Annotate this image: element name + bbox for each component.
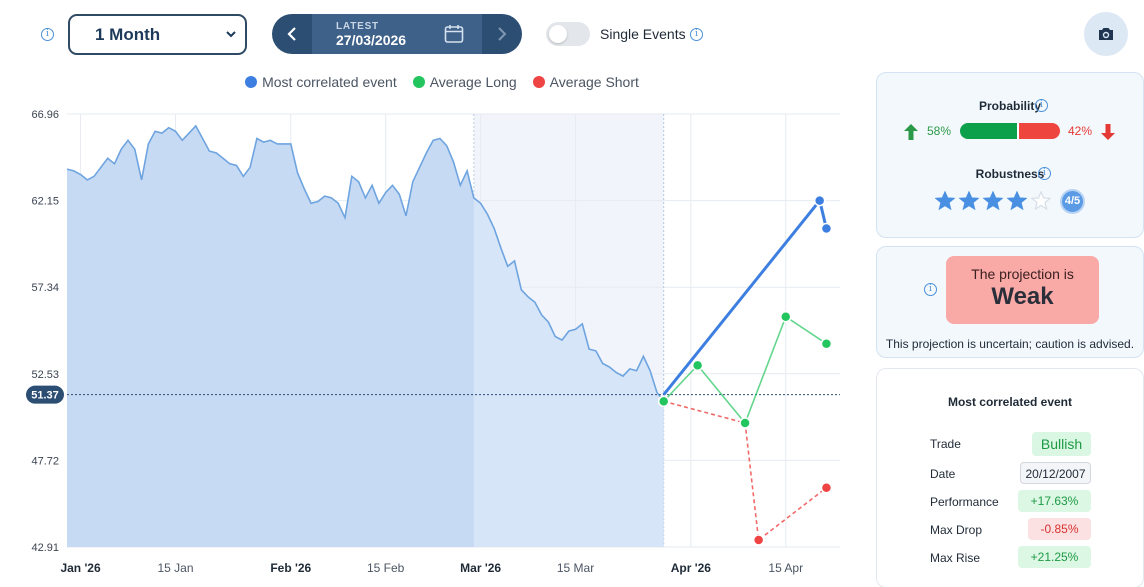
- date-navigator: LATEST 27/03/2026: [272, 14, 522, 54]
- probability-bar-up: [960, 123, 1017, 139]
- probability-down-pct: 42%: [1068, 124, 1093, 138]
- toggle-knob: [549, 25, 567, 43]
- x-tick-label: 15 Jan: [157, 561, 193, 575]
- camera-icon: [1099, 28, 1113, 40]
- current-value-label: 51.37: [31, 390, 59, 402]
- x-tick-label: 15 Mar: [557, 561, 594, 575]
- series-point: [657, 395, 670, 408]
- calendar-icon[interactable]: [444, 24, 464, 44]
- legend-label: Average Long: [429, 74, 517, 90]
- series-point: [691, 359, 704, 372]
- event-row-label: Max Drop: [930, 523, 983, 537]
- probability-title: Probability: [978, 99, 1041, 113]
- period-select-value: 1 Month: [95, 24, 161, 44]
- projection-strength: Weak: [991, 283, 1054, 310]
- y-tick-label: 57.34: [31, 282, 59, 294]
- history-area-highlight: [473, 197, 664, 547]
- series-line: [663, 315, 827, 425]
- series-point: [739, 417, 751, 429]
- history-line: [66, 124, 665, 402]
- series-point: [820, 222, 833, 235]
- star-filled-icon: [959, 191, 979, 211]
- projection-panel: i The projection is Weak This projection…: [876, 246, 1144, 358]
- y-tick-label: 42.91: [31, 542, 59, 554]
- arrow-down-icon: [1101, 124, 1115, 140]
- event-row-label: Max Rise: [930, 551, 981, 565]
- period-select[interactable]: 1 Month: [68, 14, 247, 55]
- legend-dot: [412, 76, 425, 88]
- current-value-badge: [26, 385, 64, 404]
- event-title: Most correlated event: [947, 395, 1073, 409]
- period-info-icon[interactable]: i: [41, 28, 54, 41]
- robustness-badge: 4/5: [1060, 189, 1085, 214]
- probability-info-icon[interactable]: i: [1035, 99, 1048, 112]
- y-tick-label: 62.15: [31, 196, 59, 208]
- event-max-drop-badge: -0.85%: [1028, 518, 1091, 540]
- y-tick-label: 52.53: [31, 369, 59, 381]
- date-value: 27/03/2026: [336, 31, 407, 48]
- projection-caption: The projection is: [971, 266, 1074, 282]
- star-filled-icon: [935, 191, 955, 211]
- series-point: [752, 534, 765, 546]
- previous-date-button[interactable]: [272, 14, 312, 54]
- series-line: [662, 197, 828, 396]
- single-events-label: Single Events: [600, 26, 686, 42]
- series-point: [820, 337, 833, 350]
- star-empty-icon: [1031, 191, 1051, 211]
- probability-bar-down: [1018, 123, 1060, 139]
- event-performance-badge: +17.63%: [1018, 490, 1091, 512]
- legend-label: Average Short: [549, 74, 639, 90]
- legend-item-average-long[interactable]: Average Long: [412, 74, 517, 90]
- projection-strength-box: The projection is Weak: [946, 256, 1099, 324]
- chevron-down-icon: [226, 31, 236, 38]
- event-row-label: Performance: [930, 495, 999, 509]
- legend-item-average-short[interactable]: Average Short: [532, 74, 639, 90]
- event-row-label: Trade: [930, 437, 961, 451]
- date-display[interactable]: LATEST 27/03/2026: [312, 14, 482, 54]
- robustness-title: Robustness: [975, 167, 1045, 181]
- chart-legend: Most correlated event Average Long Avera…: [0, 74, 884, 90]
- event-panel: Most correlated event Trade Bullish Date…: [876, 368, 1144, 587]
- screenshot-button[interactable]: [1084, 12, 1128, 56]
- series-line: [663, 400, 827, 542]
- series-point: [780, 310, 792, 323]
- x-tick-label: 15 Feb: [367, 561, 405, 575]
- y-tick-label: 47.72: [31, 455, 59, 467]
- event-date-badge: 20/12/2007: [1020, 462, 1091, 484]
- probability-bar: [960, 123, 1060, 139]
- event-trade-badge: Bullish: [1032, 432, 1091, 456]
- star-filled-icon: [983, 191, 1003, 211]
- legend-dot: [532, 76, 545, 88]
- probability-panel: Probability i 58% 42% Robustness i 4/5: [876, 72, 1144, 238]
- single-events-info-icon[interactable]: i: [690, 28, 703, 41]
- y-tick-label: 66.96: [31, 109, 59, 121]
- series-point: [820, 482, 833, 494]
- probability-up-pct: 58%: [927, 124, 952, 138]
- event-max-rise-badge: +21.25%: [1018, 546, 1091, 568]
- legend-label: Most correlated event: [262, 74, 397, 90]
- x-tick-label: 15 Apr: [768, 561, 803, 575]
- robustness-stars: [935, 191, 1051, 211]
- robustness-info-icon[interactable]: i: [1038, 167, 1051, 180]
- x-tick-label: Jan '26: [60, 561, 101, 575]
- chevron-right-icon: [498, 27, 507, 41]
- x-tick-label: Mar '26: [460, 561, 501, 575]
- probability-bar-divider: [1016, 123, 1019, 139]
- date-caption: LATEST: [336, 20, 379, 32]
- event-row-label: Date: [930, 467, 956, 481]
- arrow-up-icon: [904, 124, 918, 140]
- x-tick-label: Feb '26: [270, 561, 311, 575]
- legend-dot: [245, 76, 258, 88]
- single-events-toggle[interactable]: [546, 22, 590, 46]
- chevron-left-icon: [287, 27, 296, 41]
- star-filled-icon: [1007, 191, 1027, 211]
- next-date-button[interactable]: [482, 14, 522, 54]
- legend-item-most-correlated[interactable]: Most correlated event: [245, 74, 397, 90]
- series-point: [813, 194, 826, 207]
- projection-info-icon[interactable]: i: [924, 283, 937, 296]
- x-tick-label: Apr '26: [671, 561, 712, 575]
- projection-note: This projection is uncertain; caution is…: [885, 337, 1135, 351]
